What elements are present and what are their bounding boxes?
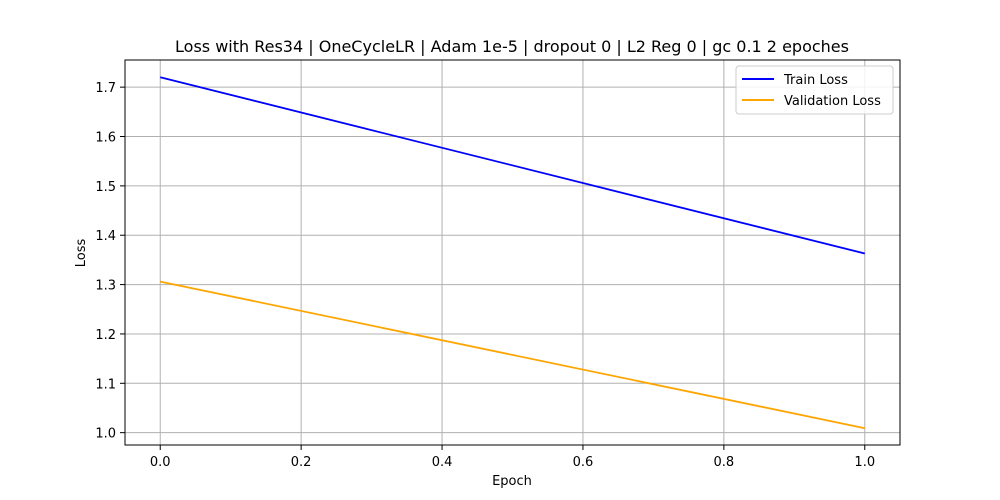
x-tick-label: 0.4 (432, 455, 453, 470)
y-tick-label: 1.6 (95, 131, 116, 146)
x-tick-label: 0.8 (714, 455, 735, 470)
y-axis-ticks: 1.0 1.1 1.2 1.3 1.4 1.5 1.6 1.7 (95, 81, 125, 442)
series-line-validation-loss (160, 280, 865, 430)
y-tick-label: 1.7 (95, 81, 116, 96)
legend-label-train-loss: Train Loss (783, 73, 848, 88)
series-lines (160, 76, 865, 430)
x-tick-label: 0.2 (291, 455, 312, 470)
x-axis-label: Epoch (492, 474, 532, 489)
legend-label-validation-loss: Validation Loss (784, 94, 881, 109)
legend-box (735, 65, 894, 115)
chart-title: Loss with Res34 | OneCycleLR | Adam 1e-5… (175, 37, 849, 56)
y-tick-label: 1.4 (95, 229, 116, 244)
y-tick-label: 1.1 (95, 377, 116, 392)
x-tick-label: 0.6 (573, 455, 594, 470)
y-tick-label: 1.3 (95, 279, 116, 294)
y-axis-label: Loss (74, 239, 89, 268)
x-tick-label: 0.0 (150, 455, 171, 470)
x-axis-ticks: 0.0 0.2 0.4 0.6 0.8 1.0 (150, 445, 875, 470)
plot-area-frame (124, 59, 901, 446)
series-line-train-loss (160, 76, 865, 255)
y-tick-label: 1.2 (95, 328, 116, 343)
y-tick-label: 1.0 (95, 427, 116, 442)
grid-lines (125, 60, 900, 445)
y-tick-label: 1.5 (95, 180, 116, 195)
legend: Train Loss Validation Loss (735, 65, 894, 115)
x-tick-label: 1.0 (854, 455, 875, 470)
